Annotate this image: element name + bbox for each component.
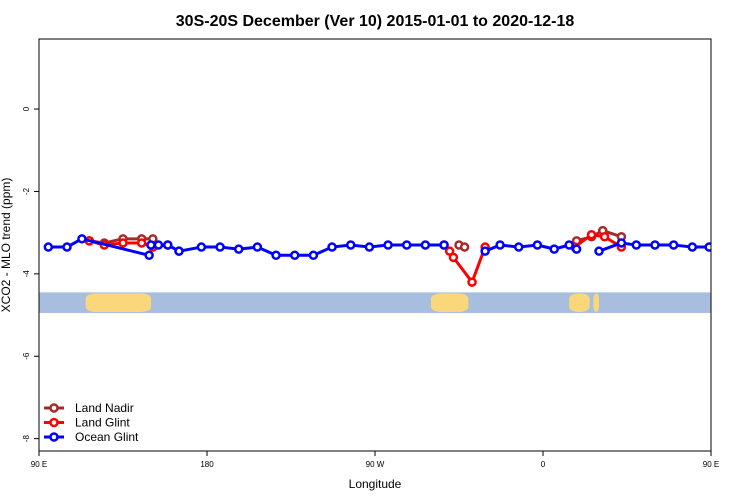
y-tick-label: -4	[22, 270, 31, 278]
x-tick-label: 90 E	[703, 460, 719, 469]
ocean-glint-point	[745, 244, 750, 251]
land-glint-point	[586, 229, 597, 240]
legend-item-land-glint: Land Glint	[44, 416, 130, 430]
land-glint-point	[448, 252, 459, 263]
ocean-band	[39, 292, 711, 313]
legend-item-land-nadir: Land Nadir	[44, 401, 134, 415]
ocean-glint-point	[401, 240, 412, 250]
ocean-glint-point	[144, 250, 154, 261]
y-tick-label: 0	[22, 106, 31, 111]
ocean-glint-point	[146, 240, 156, 250]
ocean-glint-point	[308, 250, 319, 261]
ocean-glint-point	[62, 242, 72, 252]
legend-swatch-marker	[49, 432, 59, 442]
y-tick-label: -8	[22, 435, 31, 443]
ocean-glint-point	[549, 244, 559, 254]
legend-swatch-marker	[49, 417, 59, 428]
ocean-glint-point	[364, 242, 375, 252]
y-axis-label: XCO2 - MLO trend (ppm)	[0, 178, 13, 313]
ocean-glint-point	[215, 242, 225, 252]
ocean-glint-point	[532, 240, 543, 250]
land-glint-point	[136, 238, 147, 248]
ocean-glint-point	[196, 242, 207, 252]
legend-label: Ocean Glint	[75, 430, 139, 444]
x-tick-label: 180	[200, 460, 214, 469]
ocean-glint-point	[77, 234, 87, 244]
legend-label: Land Nadir	[75, 401, 134, 415]
y-tick-label: -2	[22, 187, 31, 195]
x-tick-label: 90 E	[31, 460, 47, 469]
ocean-glint-point	[163, 240, 173, 250]
land-patch-0	[85, 293, 151, 312]
ocean-glint-point	[327, 242, 337, 252]
ocean-glint-point	[631, 240, 642, 250]
ocean-glint-point	[726, 244, 733, 251]
land-nadir-point	[459, 242, 470, 252]
ocean-glint-point	[668, 240, 679, 250]
ocean-glint-point	[383, 240, 393, 250]
ocean-glint-point	[420, 240, 431, 250]
land-glint-point	[599, 232, 610, 242]
ocean-glint-point	[439, 240, 449, 250]
chart-title: 30S-20S December (Ver 10) 2015-01-01 to …	[176, 13, 575, 30]
series-group	[43, 225, 750, 287]
ocean-glint-point	[43, 242, 54, 252]
land-patch-3	[593, 293, 599, 312]
ocean-glint-point	[650, 240, 660, 250]
legend-label: Land Glint	[75, 416, 130, 430]
land-glint-point	[467, 277, 477, 287]
legend-item-ocean-glint: Ocean Glint	[44, 430, 139, 444]
ocean-glint-point	[495, 240, 505, 250]
ocean-glint-point	[480, 246, 490, 256]
land-glint-point	[118, 238, 128, 248]
ocean-glint-point	[687, 242, 698, 252]
ocean-glint-point	[233, 244, 244, 254]
y-tick-label: -6	[22, 352, 31, 360]
ocean-glint-point	[513, 242, 524, 252]
ocean-glint-point	[289, 250, 300, 261]
x-tick-label: 0	[541, 460, 546, 469]
ocean-glint-point	[252, 242, 263, 252]
land-glint-line-2	[573, 233, 623, 249]
ocean-glint-point	[594, 246, 604, 256]
ocean-glint-point	[616, 238, 627, 248]
ocean-glint-point	[271, 250, 281, 261]
y-axis: 0 -2 -4 -6 -8	[22, 106, 39, 442]
ocean-glint-point	[564, 240, 574, 250]
ocean-glint-point	[571, 244, 582, 254]
ocean-glint-point	[704, 242, 711, 252]
legend-swatch-marker	[49, 403, 59, 413]
ocean-glint-point	[174, 246, 184, 256]
ocean-glint-point	[345, 240, 356, 250]
x-axis: 90 E 180 90 W 0 90 E	[31, 451, 719, 469]
land-patch-1	[431, 293, 469, 312]
x-axis-label: Longitude	[349, 477, 402, 491]
land-ocean-band	[39, 292, 711, 313]
ocean-glint-line-0	[48, 237, 150, 257]
ocean-glint-point	[153, 240, 164, 250]
x-tick-label: 90 W	[366, 460, 385, 469]
land-patch-2	[569, 293, 590, 312]
